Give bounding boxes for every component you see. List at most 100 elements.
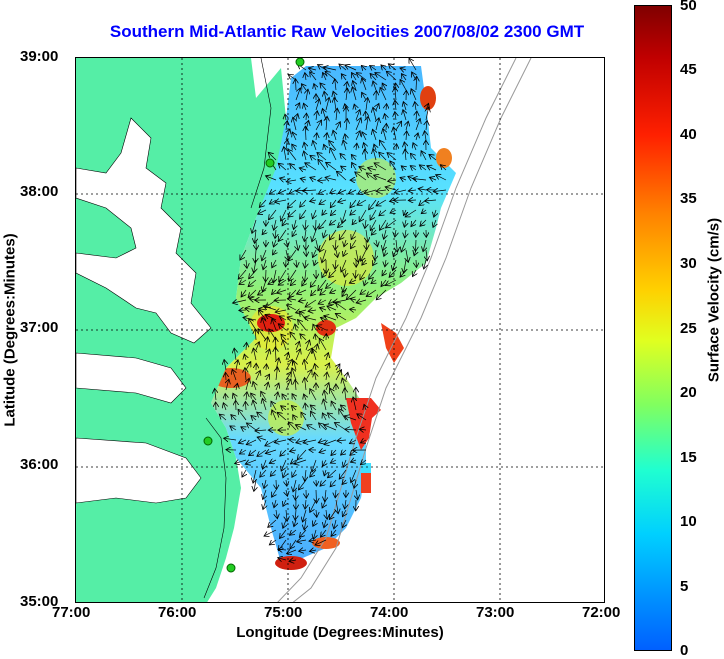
velocity-arrow [426,249,427,261]
velocity-arrow [310,469,317,477]
velocity-arrow [359,209,367,222]
velocity-arrow [289,190,297,194]
velocity-arrow [305,163,317,171]
velocity-arrow [248,279,257,287]
velocity-arrow [355,172,367,181]
velocity-arrow [385,114,387,121]
velocity-arrow [406,131,407,141]
velocity-arrow [370,219,377,231]
velocity-arrow [406,121,408,131]
velocity-arrow [254,479,256,491]
velocity-arrow [300,178,307,180]
velocity-arrow [255,329,256,341]
velocity-arrow [278,190,287,194]
velocity-arrow [233,300,247,303]
velocity-arrow [344,416,357,420]
velocity-arrow [405,149,406,161]
velocity-arrow [384,249,386,256]
velocity-arrow [266,337,268,351]
velocity-arrow [315,120,322,131]
velocity-arrow [296,259,297,267]
colorbar-tick-label: 45 [680,61,697,78]
velocity-arrow [312,459,317,472]
colorbar-label: Surface Velocity (cm/s) [705,217,723,383]
velocity-arrow [292,469,296,477]
velocity-arrow [305,259,306,268]
colorbar-tick-label: 5 [680,578,689,595]
velocity-arrow [304,151,306,161]
velocity-arrow [280,449,287,456]
velocity-arrow [351,229,357,240]
velocity-arrow [231,415,236,420]
velocity-arrow [266,349,270,361]
velocity-arrow [416,76,417,91]
velocity-arrow [275,200,287,202]
velocity-arrow [310,155,317,160]
velocity-arrow [338,200,347,202]
velocity-arrow [287,317,297,320]
velocity-arrow [282,394,286,401]
velocity-arrow [361,65,366,70]
velocity-arrow [272,319,276,331]
map-plot-area[interactable] [75,57,605,603]
velocity-arrow [275,229,276,239]
velocity-arrow [396,144,397,151]
velocity-arrow [294,519,296,527]
velocity-arrow [241,289,246,297]
velocity-arrow [313,519,316,526]
velocity-arrow [416,133,418,141]
velocity-arrow [285,359,292,371]
velocity-arrow [316,133,317,141]
velocity-arrow [310,389,317,401]
velocity-arrow [386,219,397,228]
velocity-arrow [324,439,337,445]
velocity-arrow [345,134,346,141]
velocity-arrow [319,450,327,453]
velocity-arrow [330,388,337,401]
velocity-arrow [296,79,297,91]
velocity-arrow [326,353,328,361]
colorbar-tick-label: 10 [680,513,697,530]
velocity-arrow [283,499,286,506]
velocity-arrow [265,450,277,454]
velocity-arrow [258,210,267,214]
velocity-arrow [303,190,317,191]
velocity-arrow [293,415,296,420]
velocity-arrow [411,219,416,227]
velocity-arrow [322,413,326,421]
velocity-arrow [374,163,387,171]
velocity-arrow [219,414,227,421]
velocity-arrow [330,290,337,293]
velocity-arrow [355,118,361,131]
velocity-arrow [434,209,436,217]
velocity-arrow [335,79,336,91]
velocity-arrow [260,469,267,477]
velocity-arrow [331,529,336,536]
velocity-arrow [246,392,247,401]
velocity-arrow [410,153,417,161]
velocity-arrow [310,200,317,202]
velocity-arrow [333,130,336,141]
velocity-arrow [291,406,296,411]
velocity-arrow [266,374,270,381]
velocity-arrow [290,164,297,171]
velocity-arrow [400,269,407,277]
velocity-arrow [366,229,368,242]
velocity-arrow [296,103,300,111]
velocity-arrow [303,509,307,522]
velocity-arrow [326,383,329,391]
velocity-arrow [346,88,348,101]
velocity-arrow [414,249,416,256]
velocity-arrow [393,127,396,141]
velocity-arrow [388,180,397,181]
velocity-arrow [234,348,236,361]
velocity-arrow [286,239,288,247]
velocity-arrow [295,509,296,520]
velocity-arrow [425,200,437,201]
velocity-arrow [310,177,317,180]
velocity-arrow [281,406,286,410]
velocity-arrow [266,176,277,180]
velocity-arrow [293,479,296,492]
velocity-arrow [326,279,337,288]
velocity-arrow [342,509,346,517]
